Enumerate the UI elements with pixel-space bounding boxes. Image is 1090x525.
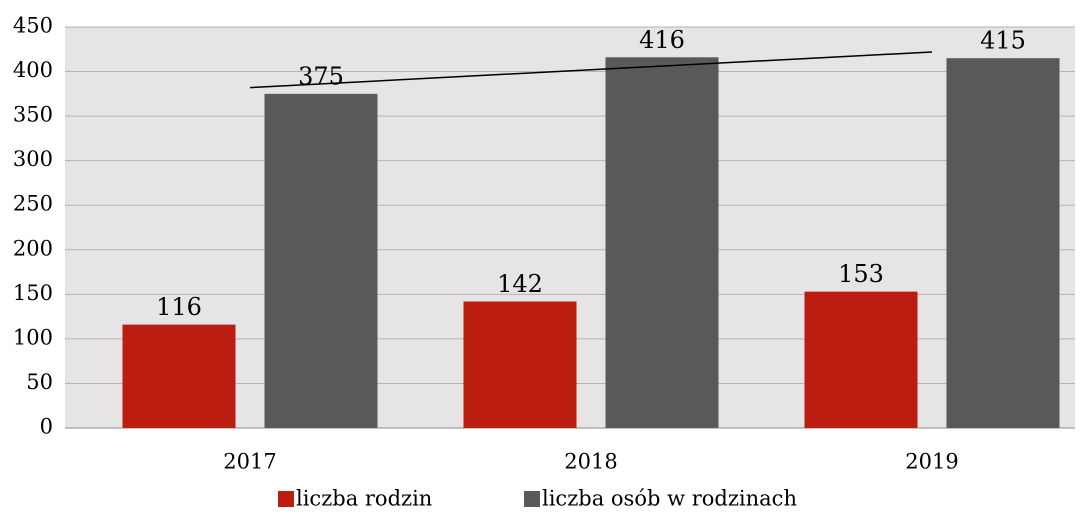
- y-tick-label: 450: [13, 14, 53, 38]
- legend-swatch: [278, 491, 294, 507]
- legend-label: liczba osób w rodzinach: [542, 487, 797, 511]
- data-label: 116: [156, 293, 202, 321]
- legend-swatch: [524, 491, 540, 507]
- y-tick-label: 200: [13, 236, 53, 260]
- y-tick-label: 50: [26, 370, 53, 394]
- y-tick-label: 350: [13, 103, 53, 127]
- legend-label: liczba rodzin: [296, 487, 432, 511]
- data-label: 153: [838, 260, 884, 288]
- trendline: [249, 51, 933, 89]
- bar: [804, 291, 918, 428]
- data-label: 375: [298, 62, 344, 90]
- data-label: 416: [639, 26, 685, 54]
- y-tick-label: 0: [40, 415, 53, 439]
- x-tick-label: 2017: [223, 450, 276, 474]
- y-tick-label: 400: [13, 58, 53, 82]
- bar: [605, 57, 719, 428]
- x-tick-label: 2019: [905, 450, 958, 474]
- y-tick-label: 100: [13, 325, 53, 349]
- data-label: 142: [497, 270, 543, 298]
- data-label: 415: [980, 27, 1026, 55]
- bar: [946, 58, 1060, 428]
- y-tick-label: 300: [13, 147, 53, 171]
- bar: [463, 301, 577, 428]
- x-tick-label: 2018: [564, 450, 617, 474]
- bar: [122, 324, 236, 428]
- y-tick-label: 250: [13, 192, 53, 216]
- y-tick-label: 150: [13, 281, 53, 305]
- bar: [264, 93, 378, 428]
